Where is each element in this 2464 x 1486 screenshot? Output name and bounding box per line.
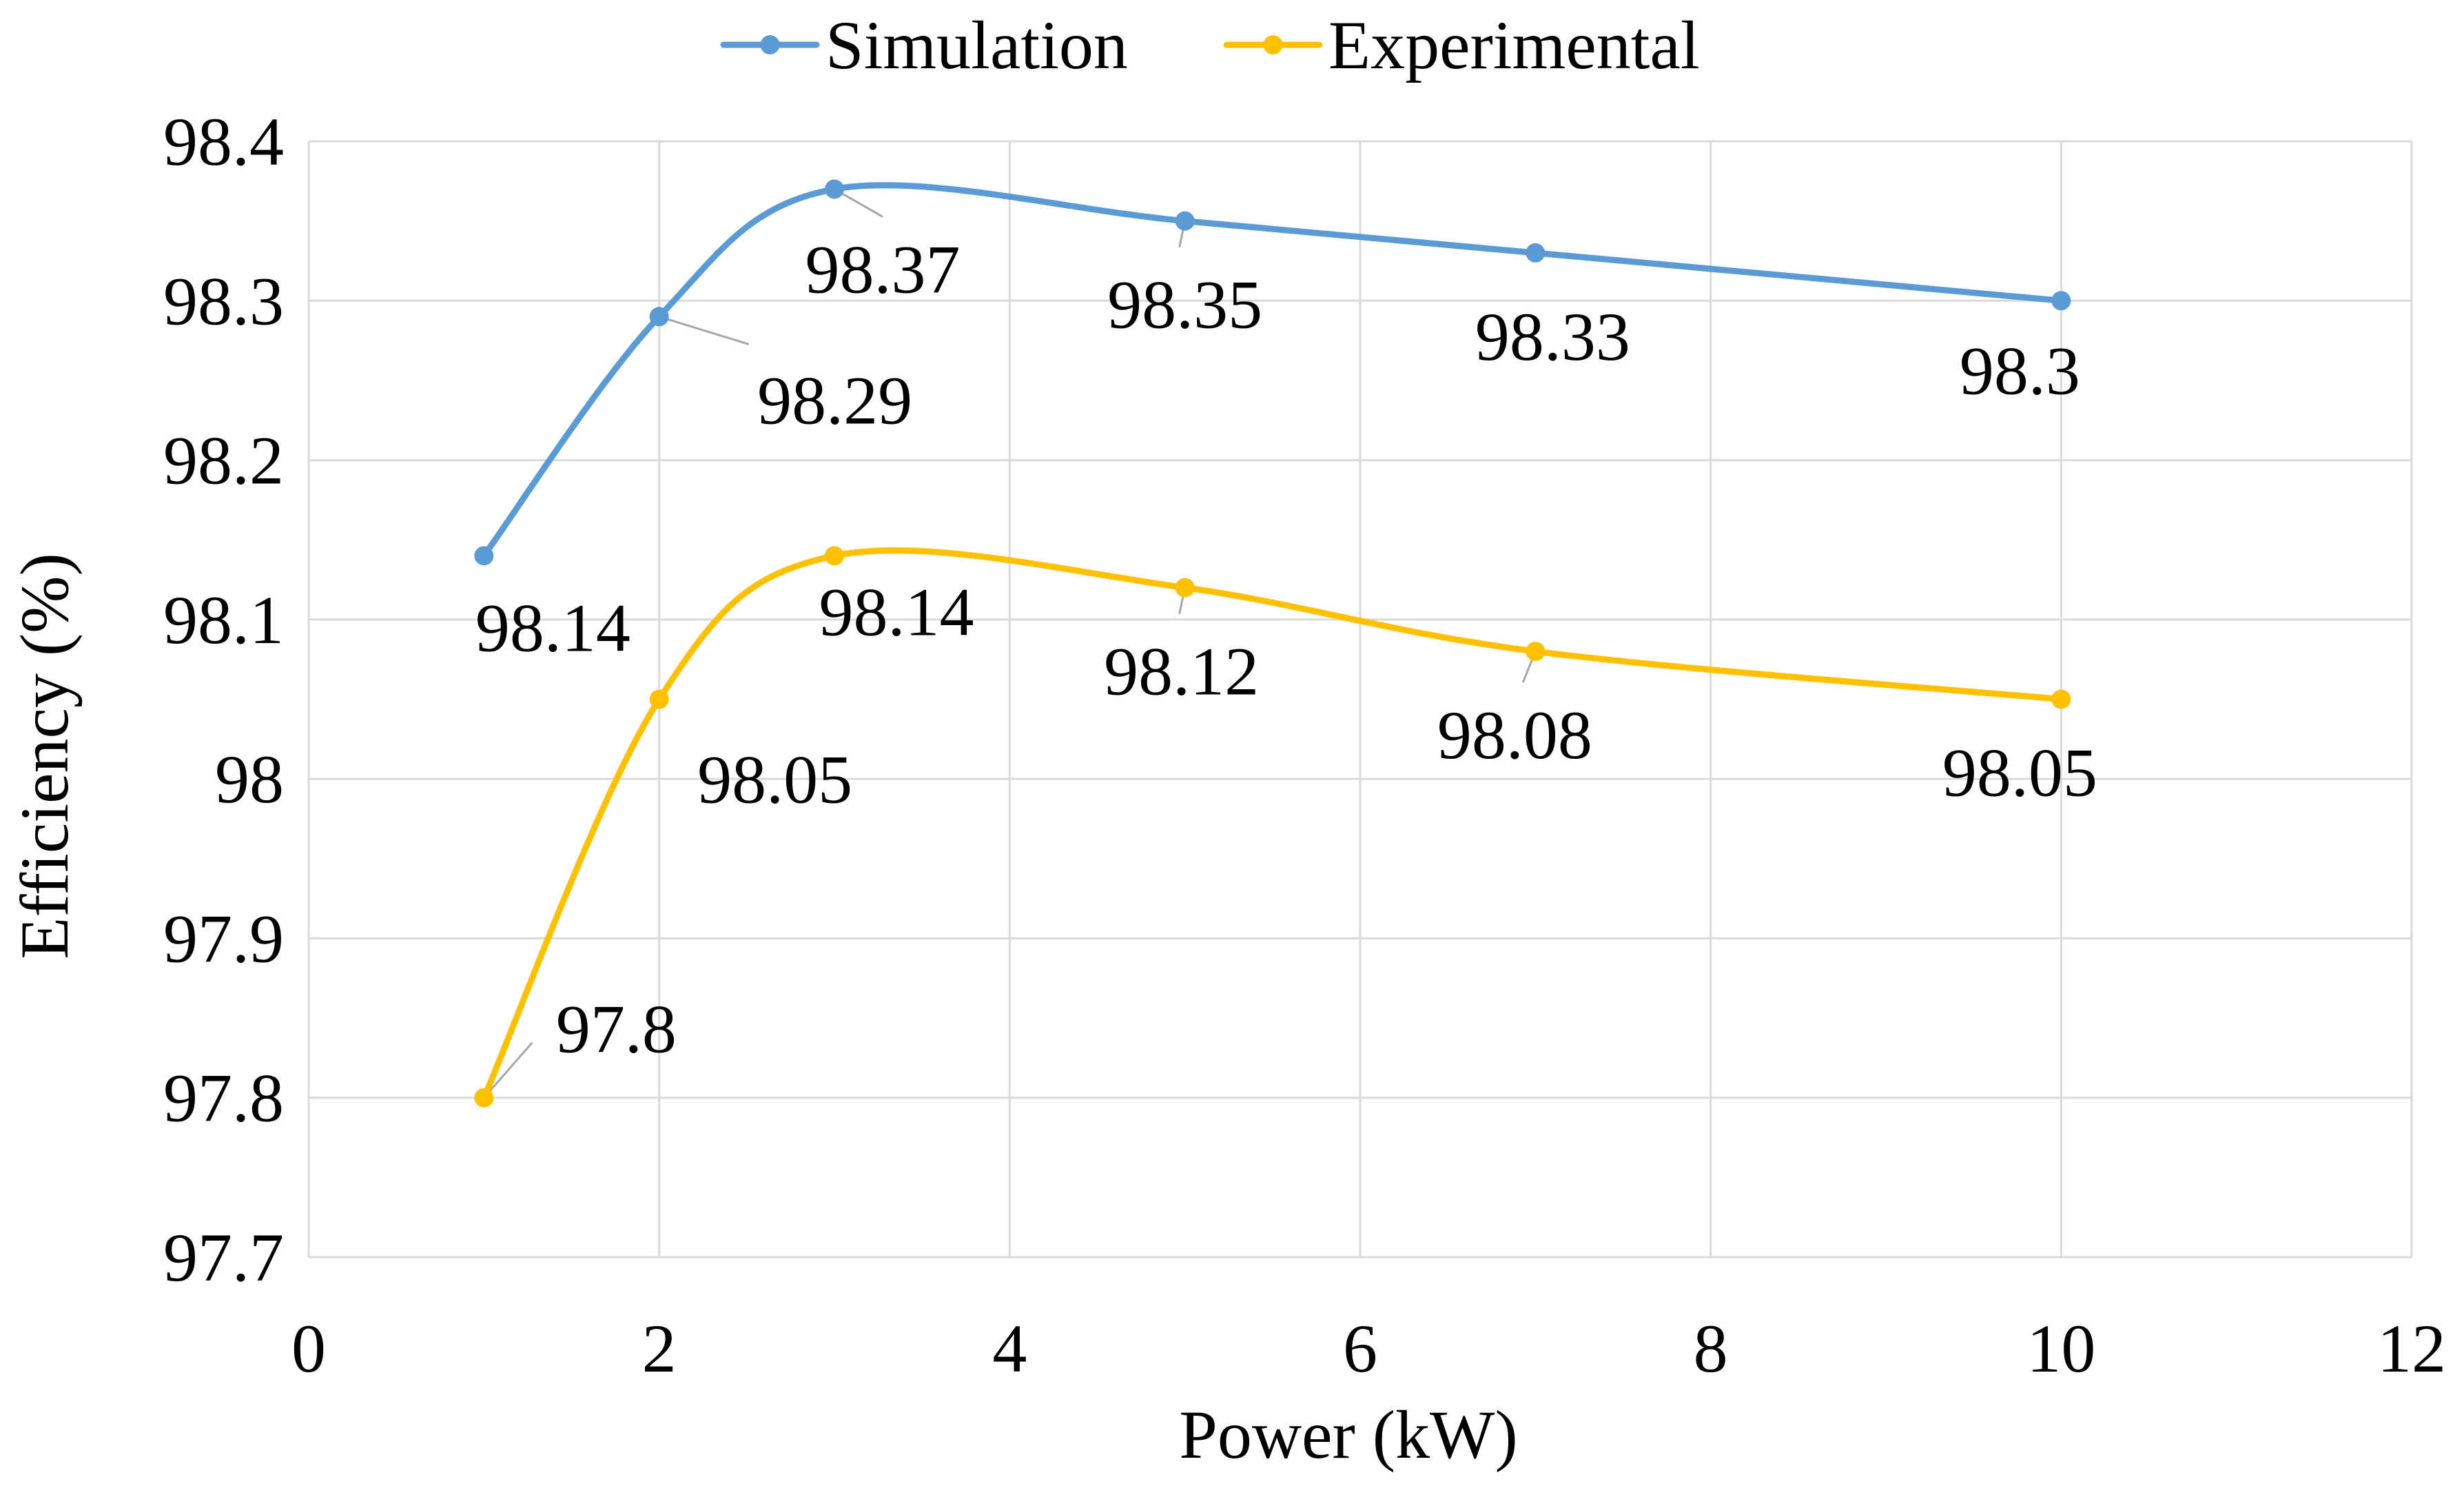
simulation-data-label: 98.37	[805, 231, 961, 307]
legend-item-simulation: Simulation	[720, 7, 1128, 83]
experimental-data-label: 98.08	[1437, 697, 1592, 773]
series-layer	[474, 179, 2071, 1108]
simulation-leader-line	[659, 315, 750, 345]
experimental-data-point	[825, 546, 844, 566]
experimental-leader-line	[483, 1041, 533, 1099]
y-axis-title: Efficiency (%)	[6, 553, 83, 959]
y-tick-label: 97.8	[163, 1060, 284, 1137]
x-tick-label: 8	[1694, 1310, 1728, 1387]
x-tick-label: 4	[992, 1310, 1027, 1387]
x-tick-label: 12	[2377, 1310, 2446, 1387]
legend-label-experimental: Experimental	[1328, 7, 1700, 83]
experimental-series-line	[480, 547, 2064, 1101]
x-tick-label: 2	[642, 1310, 677, 1387]
y-tick-label: 97.7	[163, 1219, 284, 1296]
experimental-data-point	[474, 1088, 494, 1108]
y-tick-label: 98	[215, 741, 284, 817]
simulation-data-point	[474, 546, 494, 566]
experimental-data-label: 98.05	[1942, 735, 2097, 811]
x-tick-label: 0	[291, 1310, 326, 1387]
x-tick-label: 10	[2026, 1310, 2095, 1387]
y-tick-label: 98.2	[163, 423, 284, 499]
simulation-data-point	[1175, 211, 1195, 231]
simulation-series-line	[480, 182, 2064, 559]
simulation-data-label: 98.14	[475, 589, 630, 666]
experimental-data-label: 98.05	[697, 742, 852, 818]
experimental-data-label: 97.8	[556, 991, 677, 1068]
simulation-data-point	[2051, 291, 2071, 311]
experimental-data-label: 98.12	[1104, 633, 1259, 710]
experimental-data-label: 98.14	[819, 573, 974, 650]
y-tick-label: 97.9	[163, 900, 284, 977]
experimental-data-point	[1175, 578, 1195, 598]
axis-layer: 97.7 97.8 97.9 98 98.1 98.2 98.3 98.4 0 2 4 6 8 10 12	[163, 103, 2446, 1387]
simulation-data-label: 98.33	[1475, 298, 1630, 375]
legend-marker-experimental	[1263, 35, 1283, 54]
experimental-data-point	[649, 689, 669, 709]
legend-label-simulation: Simulation	[825, 7, 1128, 83]
legend-item-experimental: Experimental	[1223, 7, 1700, 83]
x-axis-title: Power (kW)	[1179, 1396, 1518, 1473]
label-layer: 98.14 98.29 98.37 98.35 98.33 98.3 97.8 98.05 98…	[475, 231, 2097, 1067]
legend: Simulation Experimental	[720, 7, 1700, 83]
y-tick-label: 98.3	[163, 263, 284, 339]
y-tick-label: 98.4	[163, 103, 284, 180]
simulation-data-label: 98.35	[1107, 267, 1262, 343]
legend-marker-simulation	[760, 35, 780, 54]
x-tick-label: 6	[1343, 1310, 1377, 1387]
experimental-data-point	[2051, 689, 2071, 709]
simulation-data-point	[649, 307, 669, 327]
simulation-data-point	[825, 179, 844, 199]
grid-layer	[307, 140, 2413, 1259]
simulation-data-label: 98.29	[757, 362, 912, 438]
y-tick-label: 98.1	[163, 582, 284, 658]
experimental-data-point	[1526, 642, 1546, 662]
simulation-data-label: 98.3	[1960, 332, 2080, 409]
simulation-data-point	[1526, 243, 1546, 263]
